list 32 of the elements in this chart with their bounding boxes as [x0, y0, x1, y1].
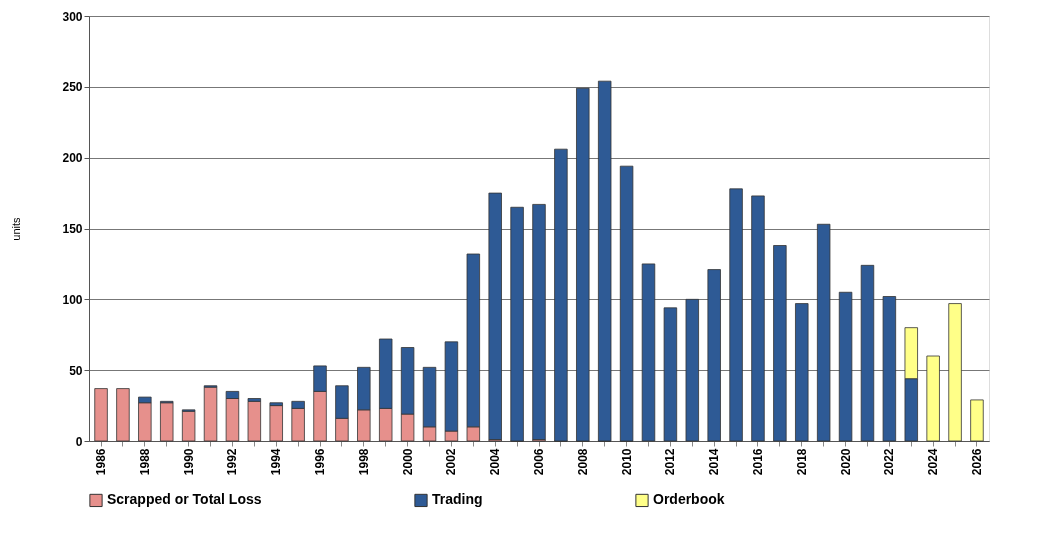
y-tick-label: 250 — [62, 80, 83, 95]
x-tick-label: 2022 — [882, 448, 897, 476]
x-tick-label: 1996 — [313, 448, 328, 476]
y-tick-label: 100 — [62, 292, 83, 307]
x-tick-label: 1998 — [356, 448, 371, 476]
y-tick-label: 300 — [62, 9, 83, 24]
legend-label: Trading — [432, 491, 483, 508]
x-tick-label: 1990 — [181, 448, 196, 476]
x-tick-label: 2018 — [794, 448, 809, 476]
y-tick-label: 0 — [75, 434, 83, 449]
x-tick-label: 2012 — [663, 448, 678, 476]
y-tick-label: 50 — [69, 363, 83, 378]
x-tick-label: 2020 — [838, 448, 853, 476]
x-tick-label: 2024 — [926, 448, 941, 476]
x-tick-label: 2004 — [488, 448, 503, 476]
legend-label: Scrapped or Total Loss — [107, 491, 262, 508]
x-tick-label: 2026 — [969, 448, 984, 476]
x-tick-label: 2006 — [532, 448, 546, 476]
x-tick-label: 2002 — [444, 448, 459, 476]
y-tick-label: 200 — [62, 151, 83, 166]
x-tick-label: 1986 — [94, 448, 109, 476]
x-tick-label: 2014 — [707, 448, 722, 476]
x-tick-label: 1992 — [225, 448, 240, 476]
x-tick-label: 2016 — [750, 448, 765, 476]
y-axis-title: units — [10, 216, 23, 241]
legend-label: Orderbook — [653, 491, 725, 508]
x-tick-label: 2010 — [619, 448, 634, 476]
x-tick-label: 1988 — [137, 448, 152, 476]
y-tick-label: 150 — [62, 222, 83, 236]
x-tick-label: 2000 — [400, 448, 415, 476]
x-tick-label: 2008 — [575, 448, 590, 476]
x-tick-label: 1994 — [269, 448, 284, 476]
